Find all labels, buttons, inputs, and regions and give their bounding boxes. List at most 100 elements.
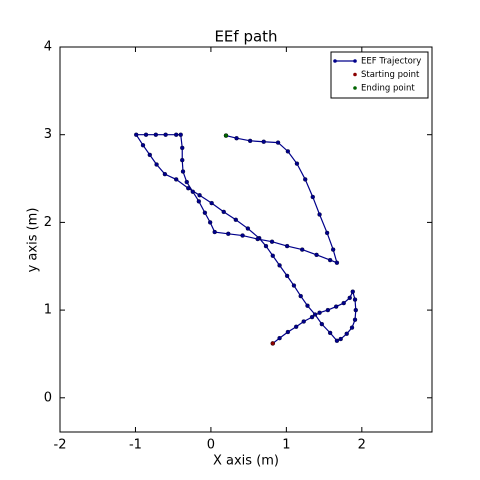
- point-marker: [327, 330, 333, 336]
- legend-marker: [333, 59, 337, 63]
- point-marker: [154, 162, 159, 167]
- y-axis-label: y axis (m): [26, 208, 41, 273]
- point-marker: [223, 133, 229, 138]
- legend-label: Starting point: [361, 70, 420, 80]
- legend-marker: [353, 59, 357, 63]
- point-marker: [352, 317, 358, 322]
- point-marker: [245, 226, 251, 231]
- point-marker: [275, 140, 281, 145]
- point-marker: [303, 177, 308, 182]
- point-marker: [301, 319, 306, 324]
- legend-box: [330, 51, 429, 99]
- point-marker: [350, 289, 355, 294]
- point-marker: [347, 295, 352, 300]
- x-axis-label: X axis (m): [213, 454, 279, 469]
- point-marker: [310, 194, 315, 200]
- point-marker: [180, 145, 185, 151]
- point-marker: [140, 143, 146, 148]
- point-marker: [226, 231, 231, 236]
- legend-label: Ending point: [361, 84, 415, 94]
- point-marker: [325, 307, 331, 313]
- point-marker: [143, 132, 149, 137]
- point-marker: [208, 220, 213, 225]
- point-marker: [341, 300, 346, 306]
- point-marker: [317, 212, 322, 217]
- point-marker: [162, 172, 168, 177]
- point-marker: [190, 189, 195, 194]
- point-marker: [284, 243, 290, 249]
- point-marker: [212, 229, 217, 235]
- point-marker: [352, 297, 358, 302]
- point-marker: [270, 253, 275, 258]
- point-marker: [209, 200, 214, 206]
- point-marker: [312, 312, 318, 317]
- point-marker: [327, 257, 333, 263]
- chart-title: EEf path: [214, 28, 277, 46]
- point-marker: [298, 293, 303, 299]
- y-tick-label: 4: [44, 40, 52, 55]
- point-marker: [317, 310, 322, 315]
- point-marker: [309, 314, 315, 320]
- point-marker: [255, 236, 260, 242]
- y-tick-label: 2: [44, 215, 52, 230]
- point-marker: [319, 321, 324, 327]
- point-marker: [277, 263, 282, 268]
- point-marker: [196, 199, 201, 204]
- point-marker: [147, 152, 152, 158]
- legend-marker: [353, 72, 357, 77]
- point-marker: [285, 329, 291, 335]
- point-marker: [277, 336, 282, 341]
- point-marker: [353, 307, 358, 313]
- point-marker: [197, 193, 202, 198]
- x-tick-label: 1: [282, 438, 290, 453]
- point-marker: [202, 210, 208, 215]
- point-marker: [334, 304, 339, 309]
- point-marker: [338, 336, 343, 342]
- y-tick-label: 1: [44, 303, 52, 318]
- point-marker: [134, 132, 139, 137]
- point-marker: [305, 303, 310, 308]
- point-marker: [294, 324, 299, 329]
- y-tick-label: 0: [44, 390, 52, 405]
- point-marker: [344, 331, 349, 336]
- plot-frame: [59, 46, 433, 433]
- point-marker: [331, 247, 336, 252]
- point-marker: [270, 341, 275, 346]
- point-marker: [178, 132, 183, 137]
- point-marker: [284, 273, 290, 279]
- point-marker: [174, 132, 179, 137]
- point-marker: [263, 243, 269, 249]
- point-marker: [233, 217, 238, 222]
- point-marker: [294, 161, 300, 166]
- point-marker: [180, 169, 186, 174]
- point-marker: [291, 283, 297, 288]
- point-marker: [334, 260, 340, 265]
- point-marker: [285, 149, 291, 154]
- x-tick-label: 0: [207, 438, 215, 453]
- trajectory-line: [135, 134, 357, 344]
- point-marker: [334, 338, 340, 343]
- point-marker: [261, 139, 266, 144]
- point-marker: [240, 233, 245, 238]
- point-marker: [174, 177, 179, 182]
- point-marker: [269, 239, 275, 244]
- point-marker: [180, 157, 185, 163]
- point-marker: [314, 252, 319, 257]
- point-marker: [300, 247, 305, 252]
- point-marker: [349, 325, 355, 330]
- legend: EEF Trajectory Starting point Ending point: [330, 51, 429, 99]
- x-tick-label: 2: [358, 438, 366, 453]
- point-marker: [184, 179, 189, 185]
- point-marker: [186, 186, 191, 191]
- point-marker: [324, 230, 330, 236]
- point-marker: [153, 132, 158, 137]
- x-tick-label: -1: [129, 438, 142, 453]
- x-tick-label: -2: [54, 438, 67, 453]
- point-marker: [234, 136, 239, 141]
- legend-label: EEF Trajectory: [361, 57, 421, 67]
- legend-marker: [353, 86, 357, 90]
- point-marker: [248, 138, 253, 143]
- point-marker: [163, 132, 168, 137]
- y-tick-label: 3: [44, 127, 52, 142]
